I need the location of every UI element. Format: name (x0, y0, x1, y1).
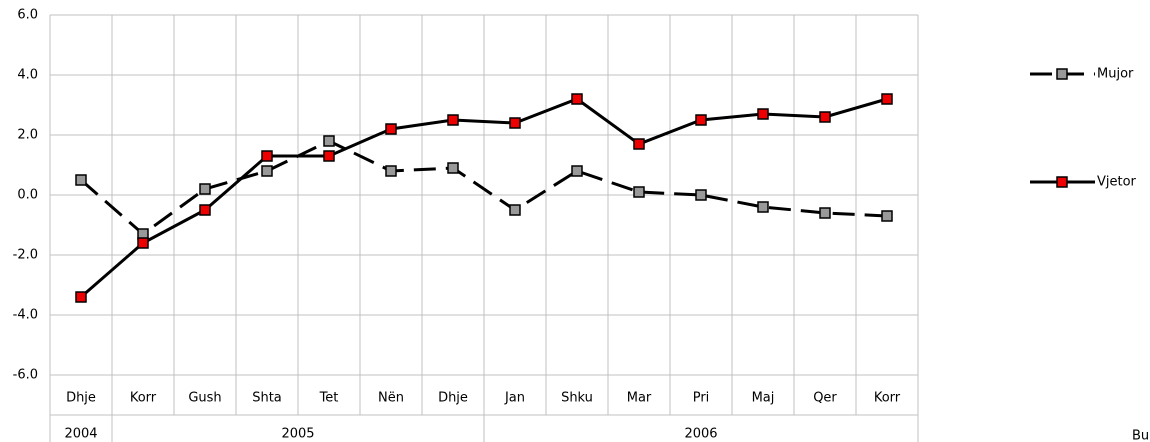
y-tick-label: -4.0 (13, 308, 38, 323)
legend-marker (1056, 176, 1068, 188)
x-tick-label: Mar (627, 391, 652, 406)
marker (137, 237, 149, 249)
marker (633, 186, 645, 198)
y-tick-label: -6.0 (13, 368, 38, 383)
x-tick-label: Jan (504, 391, 525, 406)
marker (571, 165, 583, 177)
x-tick-label: Korr (874, 391, 901, 406)
x-tick-label: Shta (252, 391, 282, 406)
marker (695, 114, 707, 126)
footer-text: Bu (1132, 429, 1149, 442)
marker (509, 117, 521, 129)
x-tick-label: Shku (561, 391, 593, 406)
y-tick-label: 0.0 (17, 188, 38, 203)
marker (75, 291, 87, 303)
y-tick-label: 6.0 (17, 8, 38, 23)
marker (323, 150, 335, 162)
marker (385, 123, 397, 135)
marker (633, 138, 645, 150)
x-tick-label: Qer (813, 391, 837, 406)
x-tick-label: Korr (130, 391, 157, 406)
series-line (80, 139, 888, 236)
marker (881, 210, 893, 222)
marker (447, 114, 459, 126)
legend-marker (1056, 68, 1068, 80)
y-tick-label: 2.0 (17, 128, 38, 143)
year-label: 2004 (64, 427, 97, 442)
marker (199, 204, 211, 216)
x-tick-label: Nën (378, 391, 404, 406)
y-tick-label: 4.0 (17, 68, 38, 83)
marker (757, 108, 769, 120)
marker (447, 162, 459, 174)
x-tick-label: Dhje (66, 391, 96, 406)
marker (881, 93, 893, 105)
year-label: 2006 (684, 427, 717, 442)
marker (509, 204, 521, 216)
marker (819, 207, 831, 219)
marker (75, 174, 87, 186)
marker (757, 201, 769, 213)
series-line (80, 97, 888, 299)
year-label: 2005 (281, 427, 314, 442)
legend-label: Mujor (1097, 67, 1134, 82)
marker (323, 135, 335, 147)
marker (695, 189, 707, 201)
marker (199, 183, 211, 195)
y-tick-label: -2.0 (13, 248, 38, 263)
legend-label: Vjetor (1097, 175, 1137, 190)
x-tick-label: Dhje (438, 391, 468, 406)
marker (385, 165, 397, 177)
marker (571, 93, 583, 105)
x-tick-label: Tet (319, 391, 339, 406)
x-tick-label: Maj (752, 391, 775, 406)
marker (819, 111, 831, 123)
marker (261, 165, 273, 177)
marker (261, 150, 273, 162)
x-tick-label: Pri (693, 391, 710, 406)
x-tick-label: Gush (188, 391, 221, 406)
